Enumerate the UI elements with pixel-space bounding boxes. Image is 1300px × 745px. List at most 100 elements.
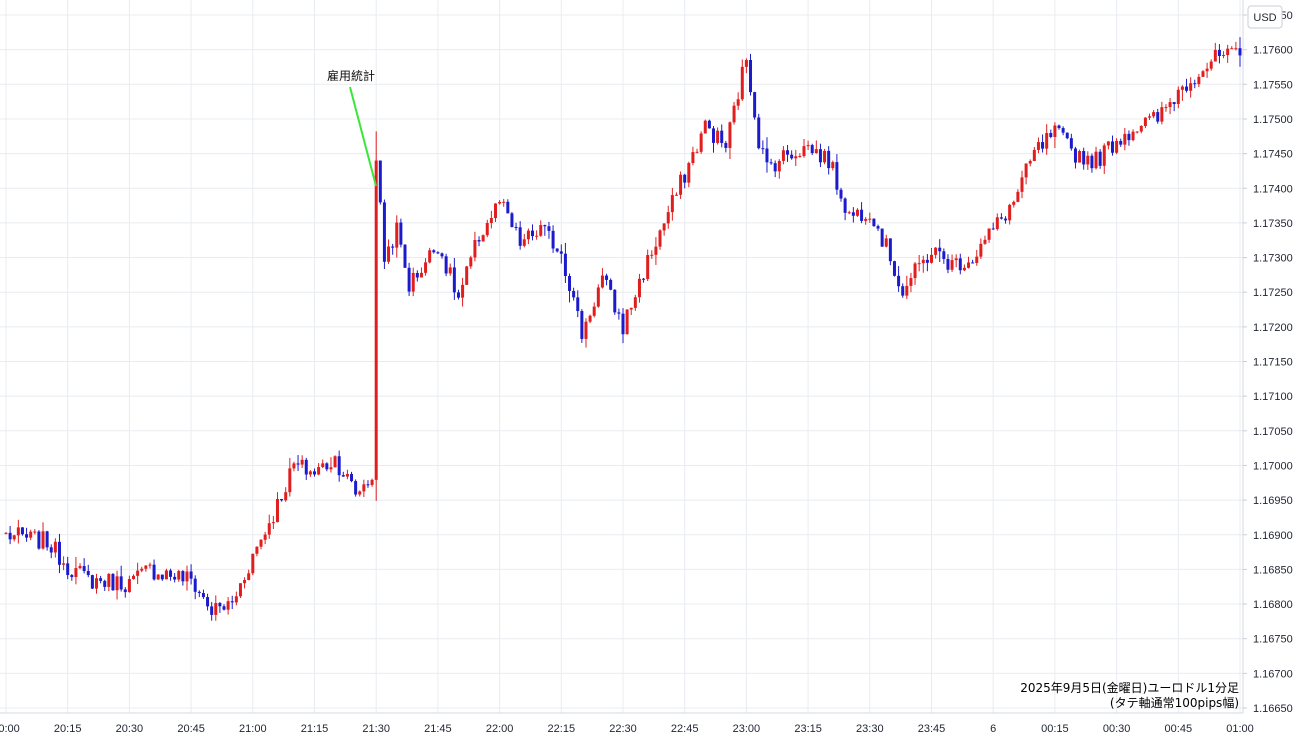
candle-down: [1098, 151, 1102, 166]
time-tick-label: 23:30: [856, 723, 884, 735]
candle-down: [609, 279, 613, 290]
time-axis[interactable]: 20:00 20:15 20:30 20:45 21:00 21:15 21:30 21:45…: [0, 723, 1254, 735]
candle-down: [37, 531, 41, 549]
candle-up: [728, 122, 732, 148]
candle-up: [814, 149, 818, 154]
candle-up: [806, 145, 810, 147]
candle-up: [263, 534, 267, 540]
candle-down: [547, 226, 551, 231]
candle-down: [991, 228, 995, 230]
candle-down: [765, 148, 769, 163]
candle-up: [1008, 204, 1012, 221]
candle-down: [160, 574, 164, 580]
candle-down: [119, 576, 123, 590]
candle-down: [543, 225, 547, 227]
candle-up: [662, 223, 666, 231]
candle-up: [535, 235, 539, 237]
price-tick-label: 1.17050: [1253, 426, 1293, 438]
candle-up: [674, 194, 678, 196]
annotation-label: 雇用統計: [327, 68, 375, 83]
candle-up: [864, 218, 868, 221]
candle-up: [629, 307, 633, 310]
currency-badge[interactable]: [1247, 5, 1283, 29]
candle-down: [444, 256, 448, 274]
candle-down: [1172, 102, 1176, 104]
candle-up: [132, 575, 136, 580]
candle-up: [317, 467, 321, 475]
candle-down: [1073, 148, 1077, 163]
candle-down: [103, 580, 107, 587]
candle-down: [1057, 125, 1061, 129]
candle-up: [967, 262, 971, 268]
candle-up: [777, 160, 781, 172]
time-tick-label: 20:30: [116, 723, 144, 735]
candle-up: [884, 238, 888, 247]
candle-up: [670, 195, 674, 213]
candle-down: [452, 267, 456, 293]
candle-up: [428, 250, 432, 263]
price-axis[interactable]: 1.176501.176001.175501.175001.174501.174…: [1243, 10, 1293, 715]
candle-up: [362, 484, 366, 492]
candle-up: [234, 596, 238, 603]
candle-down: [432, 250, 436, 253]
time-tick-label: 21:00: [239, 723, 267, 735]
candle-up: [526, 230, 530, 240]
candle-up: [177, 571, 181, 580]
candle-down: [749, 59, 753, 93]
candle-up: [370, 479, 374, 485]
candle-down: [720, 130, 724, 143]
candle-up: [995, 217, 999, 230]
candle-down: [580, 311, 584, 339]
candle-up: [411, 272, 415, 292]
candle-up: [522, 239, 526, 246]
candle-down: [169, 570, 173, 577]
candle-up: [1045, 133, 1049, 149]
candle-down: [1090, 155, 1094, 169]
candle-down: [210, 606, 214, 615]
candle-down: [605, 275, 609, 280]
price-tick-label: 1.17200: [1253, 322, 1293, 334]
candle-up: [1016, 191, 1020, 202]
candle-down: [57, 541, 61, 565]
candle-down: [1041, 142, 1045, 149]
candle-up: [584, 321, 588, 339]
candle-up: [345, 473, 349, 477]
candle-down: [897, 275, 901, 287]
candle-up: [823, 150, 827, 163]
candle-up: [975, 256, 979, 263]
candle-down: [403, 244, 407, 268]
candle-up: [650, 254, 654, 256]
candle-up: [1139, 125, 1143, 132]
candle-down: [399, 222, 403, 245]
candle-up: [855, 209, 859, 216]
candle-up: [461, 284, 465, 298]
candle-up: [288, 468, 292, 493]
candle-up: [1143, 117, 1147, 126]
candle-up: [588, 315, 592, 322]
candle-up: [913, 263, 917, 279]
candle-down: [230, 601, 234, 603]
candle-down: [99, 578, 103, 581]
candle-down: [510, 213, 514, 227]
candle-up: [493, 203, 497, 219]
candle-down: [341, 475, 345, 477]
candle-down: [325, 463, 329, 470]
candle-up: [658, 230, 662, 247]
candle-up: [292, 463, 296, 469]
candle-down: [1185, 86, 1189, 91]
candle-up: [74, 568, 78, 578]
candle-down: [790, 154, 794, 159]
candle-up: [1152, 112, 1156, 117]
candle-down: [827, 150, 831, 169]
candle-up: [934, 247, 938, 255]
candle-down: [1065, 132, 1069, 139]
candle-down: [559, 251, 563, 254]
candle-up: [127, 579, 131, 593]
candle-down: [518, 227, 522, 246]
candle-up: [917, 263, 921, 265]
candle-up: [321, 463, 325, 468]
candle-up: [284, 492, 288, 501]
candle-up: [909, 278, 913, 286]
candle-down: [958, 258, 962, 271]
candle-down: [617, 312, 621, 314]
